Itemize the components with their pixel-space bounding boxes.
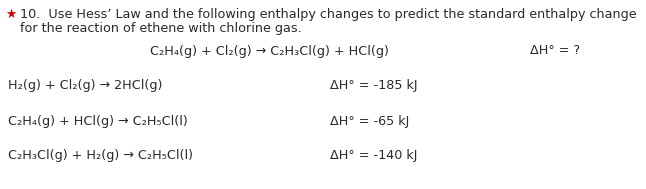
Text: 10.  Use Hess’ Law and the following enthalpy changes to predict the standard en: 10. Use Hess’ Law and the following enth… xyxy=(20,8,636,21)
Text: C₂H₄(g) + Cl₂(g) → C₂H₃Cl(g) + HCl(g): C₂H₄(g) + Cl₂(g) → C₂H₃Cl(g) + HCl(g) xyxy=(150,44,389,57)
Text: ΔH° = -65 kJ: ΔH° = -65 kJ xyxy=(330,115,410,128)
Text: ★: ★ xyxy=(5,8,16,21)
Text: C₂H₄(g) + HCl(g) → C₂H₅Cl(l): C₂H₄(g) + HCl(g) → C₂H₅Cl(l) xyxy=(8,115,188,128)
Text: H₂(g) + Cl₂(g) → 2HCl(g): H₂(g) + Cl₂(g) → 2HCl(g) xyxy=(8,80,162,92)
Text: ΔH° = ?: ΔH° = ? xyxy=(530,44,580,57)
Text: C₂H₃Cl(g) + H₂(g) → C₂H₅Cl(l): C₂H₃Cl(g) + H₂(g) → C₂H₅Cl(l) xyxy=(8,149,193,163)
Text: ΔH° = -185 kJ: ΔH° = -185 kJ xyxy=(330,80,417,92)
Text: for the reaction of ethene with chlorine gas.: for the reaction of ethene with chlorine… xyxy=(20,22,302,35)
Text: ΔH° = -140 kJ: ΔH° = -140 kJ xyxy=(330,149,417,163)
